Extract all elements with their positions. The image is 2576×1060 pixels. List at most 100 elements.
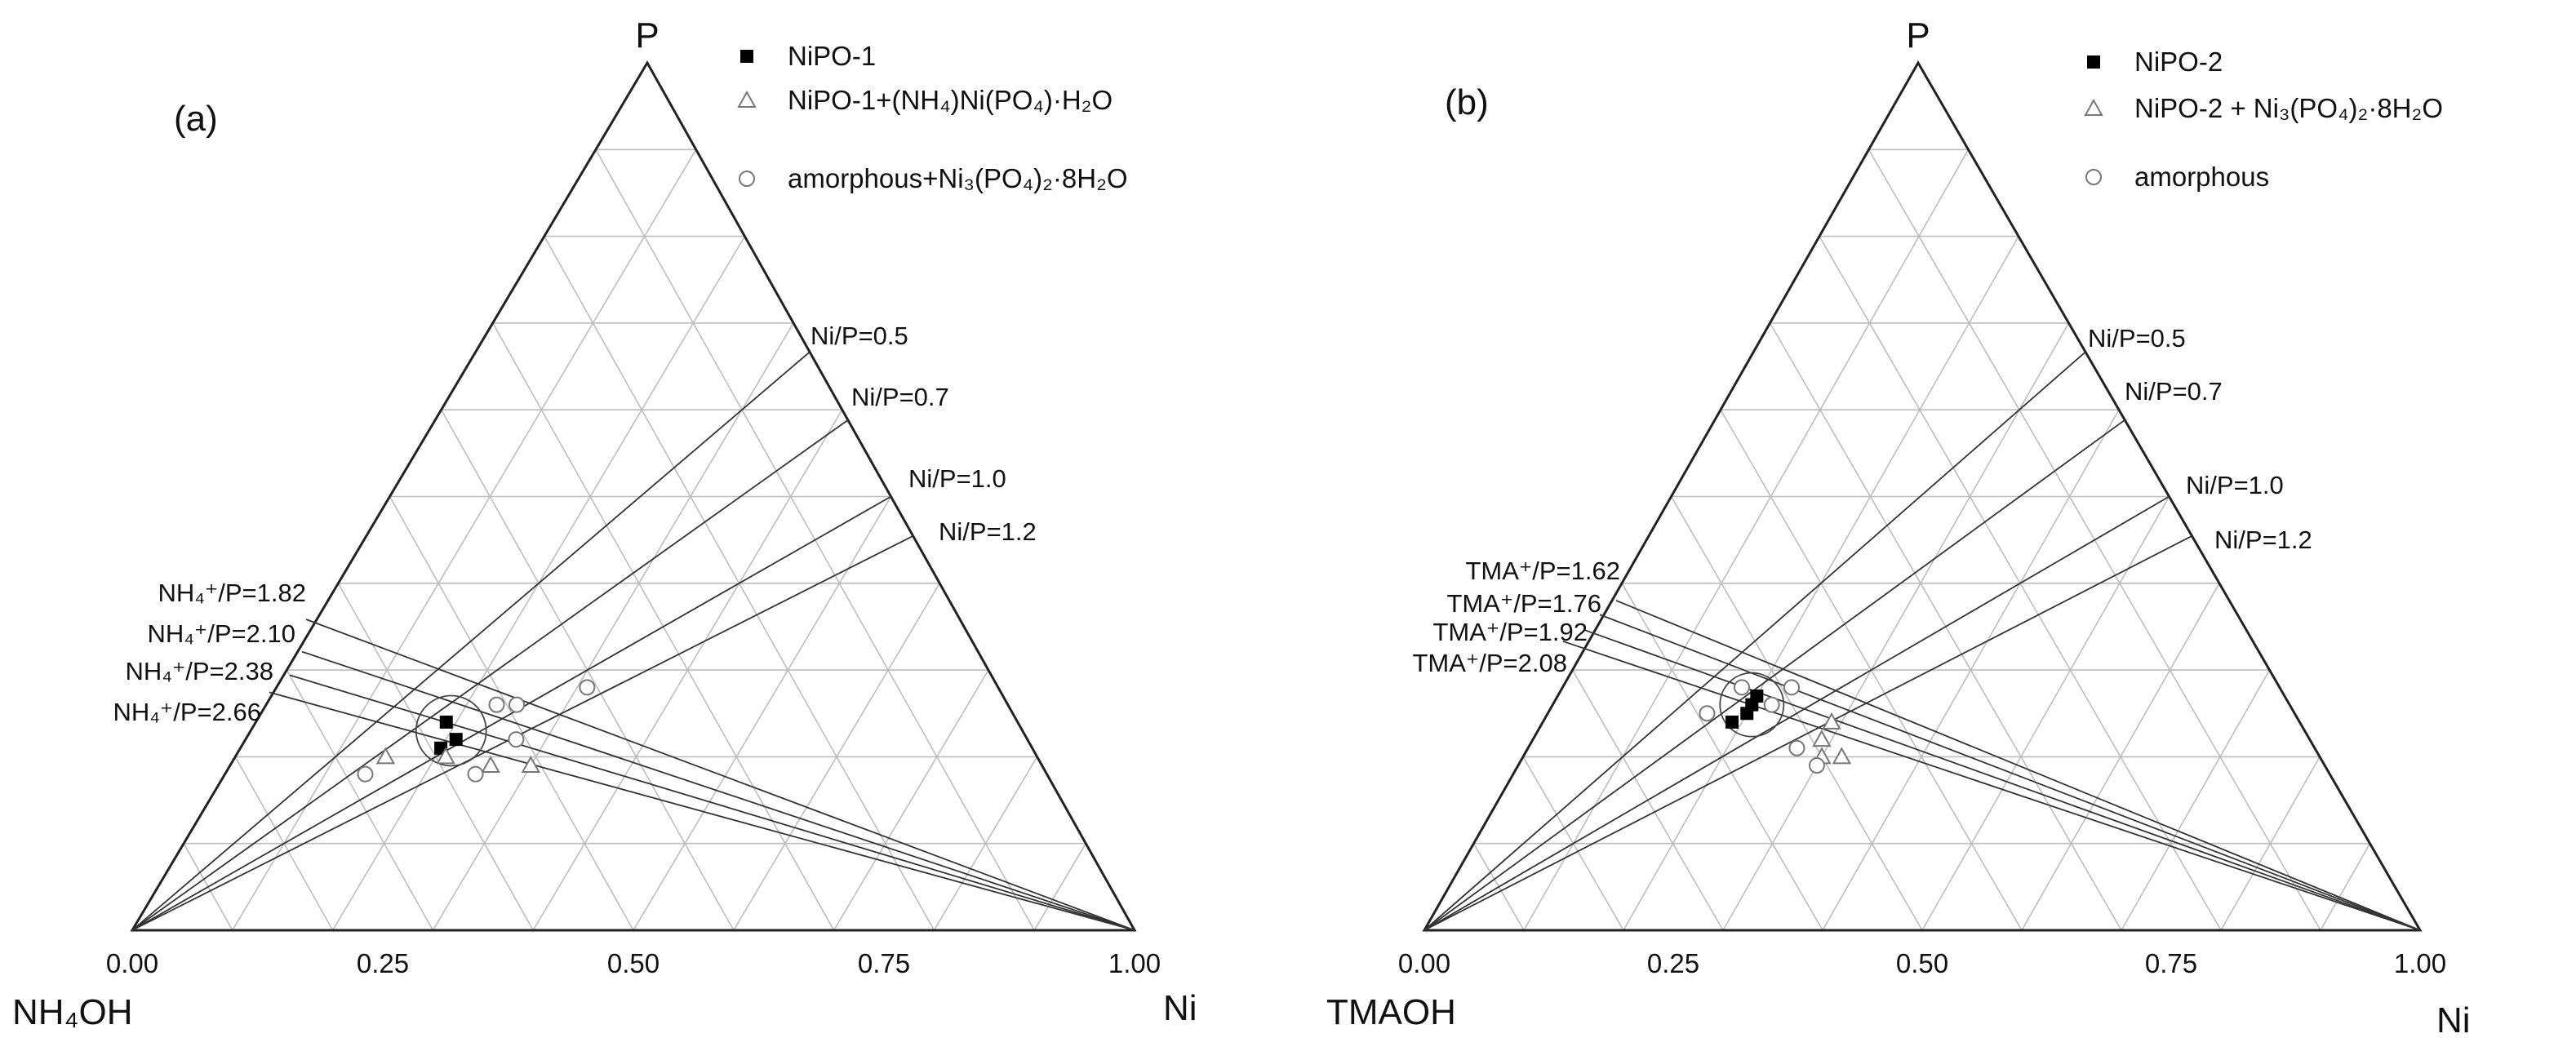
amine-p-ratio-label: NH₄⁺/P=2.38 xyxy=(125,657,273,685)
point-open-circle xyxy=(357,765,374,783)
gridline xyxy=(733,583,940,931)
amine-p-ratio-line xyxy=(1615,600,2421,931)
point-open-triangle xyxy=(481,755,500,774)
point-open-circle xyxy=(488,696,505,713)
axis-tick-label: 0.25 xyxy=(357,948,409,978)
gridline xyxy=(2320,843,2371,931)
ni-p-ratio-label: Ni/P=0.7 xyxy=(2125,377,2223,406)
amine-p-ratio-label: TMA⁺/P=1.92 xyxy=(1432,618,1588,646)
point-open-circle xyxy=(1699,705,1716,722)
legend: NiPO-2 NiPO-2 + Ni₃(PO₄)₂·8H₂O amorphous xyxy=(2084,47,2443,192)
axis-tick-label: 0.50 xyxy=(607,948,660,978)
point-filled-square xyxy=(1740,707,1754,721)
point-open-circle xyxy=(509,696,526,713)
ni-p-ratio-lines: Ni/P=0.5 Ni/P=0.7 Ni/P=1.0 Ni/P=1.2 xyxy=(131,322,1037,931)
gridline xyxy=(2220,756,2321,931)
axis-tick-labels: 0.00 0.25 0.50 0.75 1.00 xyxy=(1398,948,2446,978)
ni-p-ratio-label: Ni/P=1.0 xyxy=(908,464,1006,493)
point-open-circle xyxy=(508,731,525,748)
amine-p-ratio-label: NH₄⁺/P=2.66 xyxy=(113,698,261,726)
point-open-circle xyxy=(1808,757,1825,774)
gridline xyxy=(1921,496,2170,931)
ni-p-ratio-label: Ni/P=0.5 xyxy=(811,322,908,350)
amine-p-ratio-line xyxy=(1583,628,2421,931)
gridline xyxy=(833,669,989,931)
amine-p-ratio-lines: NH₄⁺/P=1.82 NH₄⁺/P=2.10 NH₄⁺/P=2.38 NH₄⁺/P=… xyxy=(113,579,1135,931)
legend-label: NiPO-2 xyxy=(2134,47,2223,77)
amine-p-ratio-label: TMA⁺/P=1.76 xyxy=(1446,589,1601,618)
data-points xyxy=(357,679,596,783)
legend-label: amorphous xyxy=(2134,162,2269,192)
point-open-circle xyxy=(1763,696,1780,713)
amine-p-ratio-line xyxy=(1599,614,2421,931)
axis-tick-label: 0.75 xyxy=(858,948,910,978)
point-open-triangle xyxy=(436,747,455,765)
data-points xyxy=(1699,679,1852,774)
amine-p-ratio-label: NH₄⁺/P=1.82 xyxy=(158,579,306,607)
point-filled-square xyxy=(439,715,453,729)
axis-tick-label: 0.00 xyxy=(106,948,158,978)
amine-p-ratio-line xyxy=(301,650,1135,931)
ternary-panel-b: Ni/P=0.5 Ni/P=0.7 Ni/P=1.0 Ni/P=1.2 TMA⁺/P=1… xyxy=(1326,16,2471,1040)
vertex-label-top: P xyxy=(635,16,659,55)
amine-p-ratio-line xyxy=(289,674,1135,931)
point-open-triangle xyxy=(1812,730,1832,747)
point-open-circle xyxy=(1783,679,1800,696)
amine-p-ratio-label: TMA⁺/P=2.08 xyxy=(1412,649,1567,677)
ni-p-ratio-line xyxy=(1423,419,2125,931)
point-open-triangle xyxy=(1832,747,1852,765)
point-open-triangle xyxy=(1822,712,1841,730)
point-open-triangle xyxy=(521,755,540,774)
axis-tick-label: 0.00 xyxy=(1398,948,1450,978)
axis-tick-label: 1.00 xyxy=(1108,948,1161,978)
ni-p-ratio-line xyxy=(131,351,811,931)
vertex-label-right: Ni xyxy=(2436,1000,2471,1040)
ni-p-ratio-line xyxy=(1423,495,2170,931)
amine-p-ratio-line xyxy=(305,619,1135,931)
amine-p-ratio-line xyxy=(1562,641,2421,931)
vertex-label-right: Ni xyxy=(1163,988,1197,1028)
point-open-circle xyxy=(1788,739,1805,756)
ni-p-ratio-line xyxy=(131,419,849,931)
axis-tick-label: 0.75 xyxy=(2145,948,2197,978)
point-filled-square xyxy=(1725,715,1739,729)
point-open-circle xyxy=(2085,169,2102,185)
amine-p-ratio-label: NH₄⁺/P=2.10 xyxy=(147,619,295,648)
ni-p-ratio-label: Ni/P=0.7 xyxy=(851,383,949,411)
ternary-panel-a: Ni/P=0.5 Ni/P=0.7 Ni/P=1.0 Ni/P=1.2 NH₄⁺/P=1… xyxy=(12,16,1197,1032)
ni-p-ratio-label: Ni/P=1.0 xyxy=(2186,471,2284,499)
axis-tick-label: 0.50 xyxy=(1896,948,1948,978)
point-open-circle xyxy=(467,765,484,783)
vertex-label-top: P xyxy=(1906,16,1930,55)
panel-label: (a) xyxy=(174,99,218,139)
panel-label: (b) xyxy=(1445,82,1489,122)
gridline xyxy=(1033,843,1086,931)
axis-tick-label: 1.00 xyxy=(2394,948,2446,978)
gridline xyxy=(1722,322,2070,931)
legend-label: NiPO-1 xyxy=(788,41,876,71)
point-filled-square xyxy=(449,733,463,747)
crystalline-region-circle xyxy=(415,694,487,767)
ni-p-ratio-line xyxy=(131,535,914,931)
point-filled-square xyxy=(2087,55,2100,69)
gridline xyxy=(2021,583,2220,931)
vertex-label-left: NH₄OH xyxy=(12,992,133,1032)
ni-p-ratio-label: Ni/P=1.2 xyxy=(939,517,1037,546)
ni-p-ratio-lines: Ni/P=0.5 Ni/P=0.7 Ni/P=1.0 Ni/P=1.2 xyxy=(1423,324,2312,931)
ni-p-ratio-line xyxy=(1423,535,2192,931)
point-open-triangle xyxy=(375,747,396,765)
legend-label: NiPO-1+(NH₄)Ni(PO₄)·H₂O xyxy=(788,85,1113,115)
amine-p-ratio-line xyxy=(269,691,1135,931)
axis-tick-label: 0.25 xyxy=(1647,948,1699,978)
axis-tick-labels: 0.00 0.25 0.50 0.75 1.00 xyxy=(106,948,1161,978)
vertex-label-left: TMAOH xyxy=(1326,992,1456,1032)
point-open-triangle xyxy=(2084,98,2103,116)
point-open-circle xyxy=(739,171,755,187)
point-open-circle xyxy=(1734,679,1750,696)
legend: NiPO-1 NiPO-1+(NH₄)Ni(PO₄)·H₂O amorphous+N… xyxy=(737,41,1128,193)
gridline xyxy=(432,322,794,931)
ni-p-ratio-line xyxy=(1423,351,2086,931)
gridline xyxy=(633,496,892,931)
